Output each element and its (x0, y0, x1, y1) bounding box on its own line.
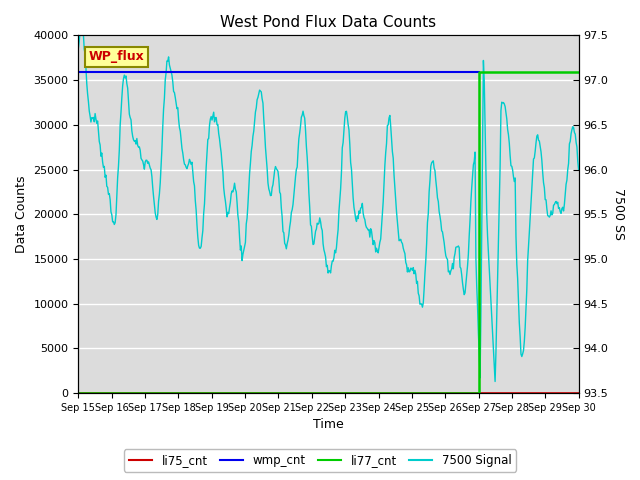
Legend: li75_cnt, wmp_cnt, li77_cnt, 7500 Signal: li75_cnt, wmp_cnt, li77_cnt, 7500 Signal (124, 449, 516, 472)
X-axis label: Time: Time (313, 419, 344, 432)
Y-axis label: Data Counts: Data Counts (15, 176, 28, 253)
Text: WP_flux: WP_flux (88, 50, 144, 63)
Title: West Pond Flux Data Counts: West Pond Flux Data Counts (220, 15, 436, 30)
Y-axis label: 7500 SS: 7500 SS (612, 188, 625, 240)
